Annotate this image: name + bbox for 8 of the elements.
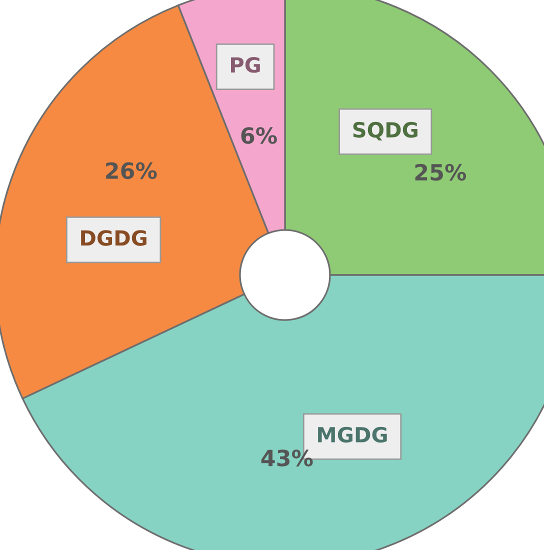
data-label: 26%: [106, 162, 157, 180]
data-label: 43%: [261, 450, 313, 466]
data-label: 6%: [241, 127, 277, 144]
slice-label: PG: [231, 57, 260, 73]
data-label: 25%: [415, 164, 466, 181]
slice-label: DGDG: [81, 230, 146, 246]
slice-label: SQDG: [353, 122, 418, 140]
slice-label: MGDG: [318, 426, 387, 443]
